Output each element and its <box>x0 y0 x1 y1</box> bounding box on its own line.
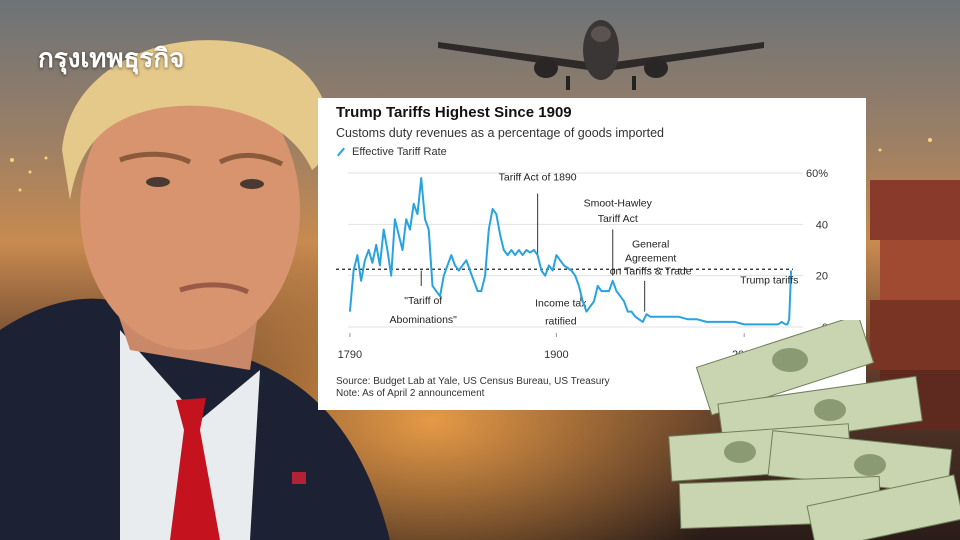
chart-title: Trump Tariffs Highest Since 1909 <box>336 104 572 121</box>
reference-label: Trump tariffs <box>740 274 798 286</box>
annotation-label: Income tax <box>535 297 587 309</box>
y-tick-label: 60% <box>806 168 828 180</box>
y-tick-label: 20 <box>816 271 828 283</box>
airplane-icon <box>438 20 764 90</box>
annotation-label: Smoot-Hawley <box>584 197 653 209</box>
series-line <box>348 177 793 326</box>
annotation-label: ratified <box>545 315 577 327</box>
annotation-label: Tariff Act of 1890 <box>499 172 577 184</box>
legend-label: Effective Tariff Rate <box>352 146 447 158</box>
flag-pin-icon <box>292 472 306 484</box>
person-portrait <box>0 40 390 540</box>
chart-source: Source: Budget Lab at Yale, US Census Bu… <box>336 376 610 400</box>
annotation-label: Tariff Act <box>598 213 638 225</box>
container-stack <box>870 180 960 430</box>
annotation-label: on Tariffs & Trade <box>610 265 692 277</box>
source-text: Source: Budget Lab at Yale, US Census Bu… <box>336 376 610 387</box>
x-tick-label: 1790 <box>338 349 362 361</box>
chart-subtitle: Customs duty revenues as a percentage of… <box>336 126 664 140</box>
note-text: Note: As of April 2 announcement <box>336 388 485 399</box>
y-tick-label: 40 <box>816 219 828 231</box>
annotation-label: General <box>632 238 669 250</box>
cash-stack <box>668 320 960 540</box>
annotation-label: Agreement <box>625 253 676 265</box>
brand-logo: กรุงเทพธุรกิจ <box>38 44 185 74</box>
chart-legend: Effective Tariff Rate <box>336 146 447 158</box>
annotation-label: "Tariff of <box>404 295 442 307</box>
annotation-label: Abominations" <box>390 314 458 326</box>
port-lights <box>10 138 932 192</box>
x-tick-label: 1900 <box>544 349 568 361</box>
